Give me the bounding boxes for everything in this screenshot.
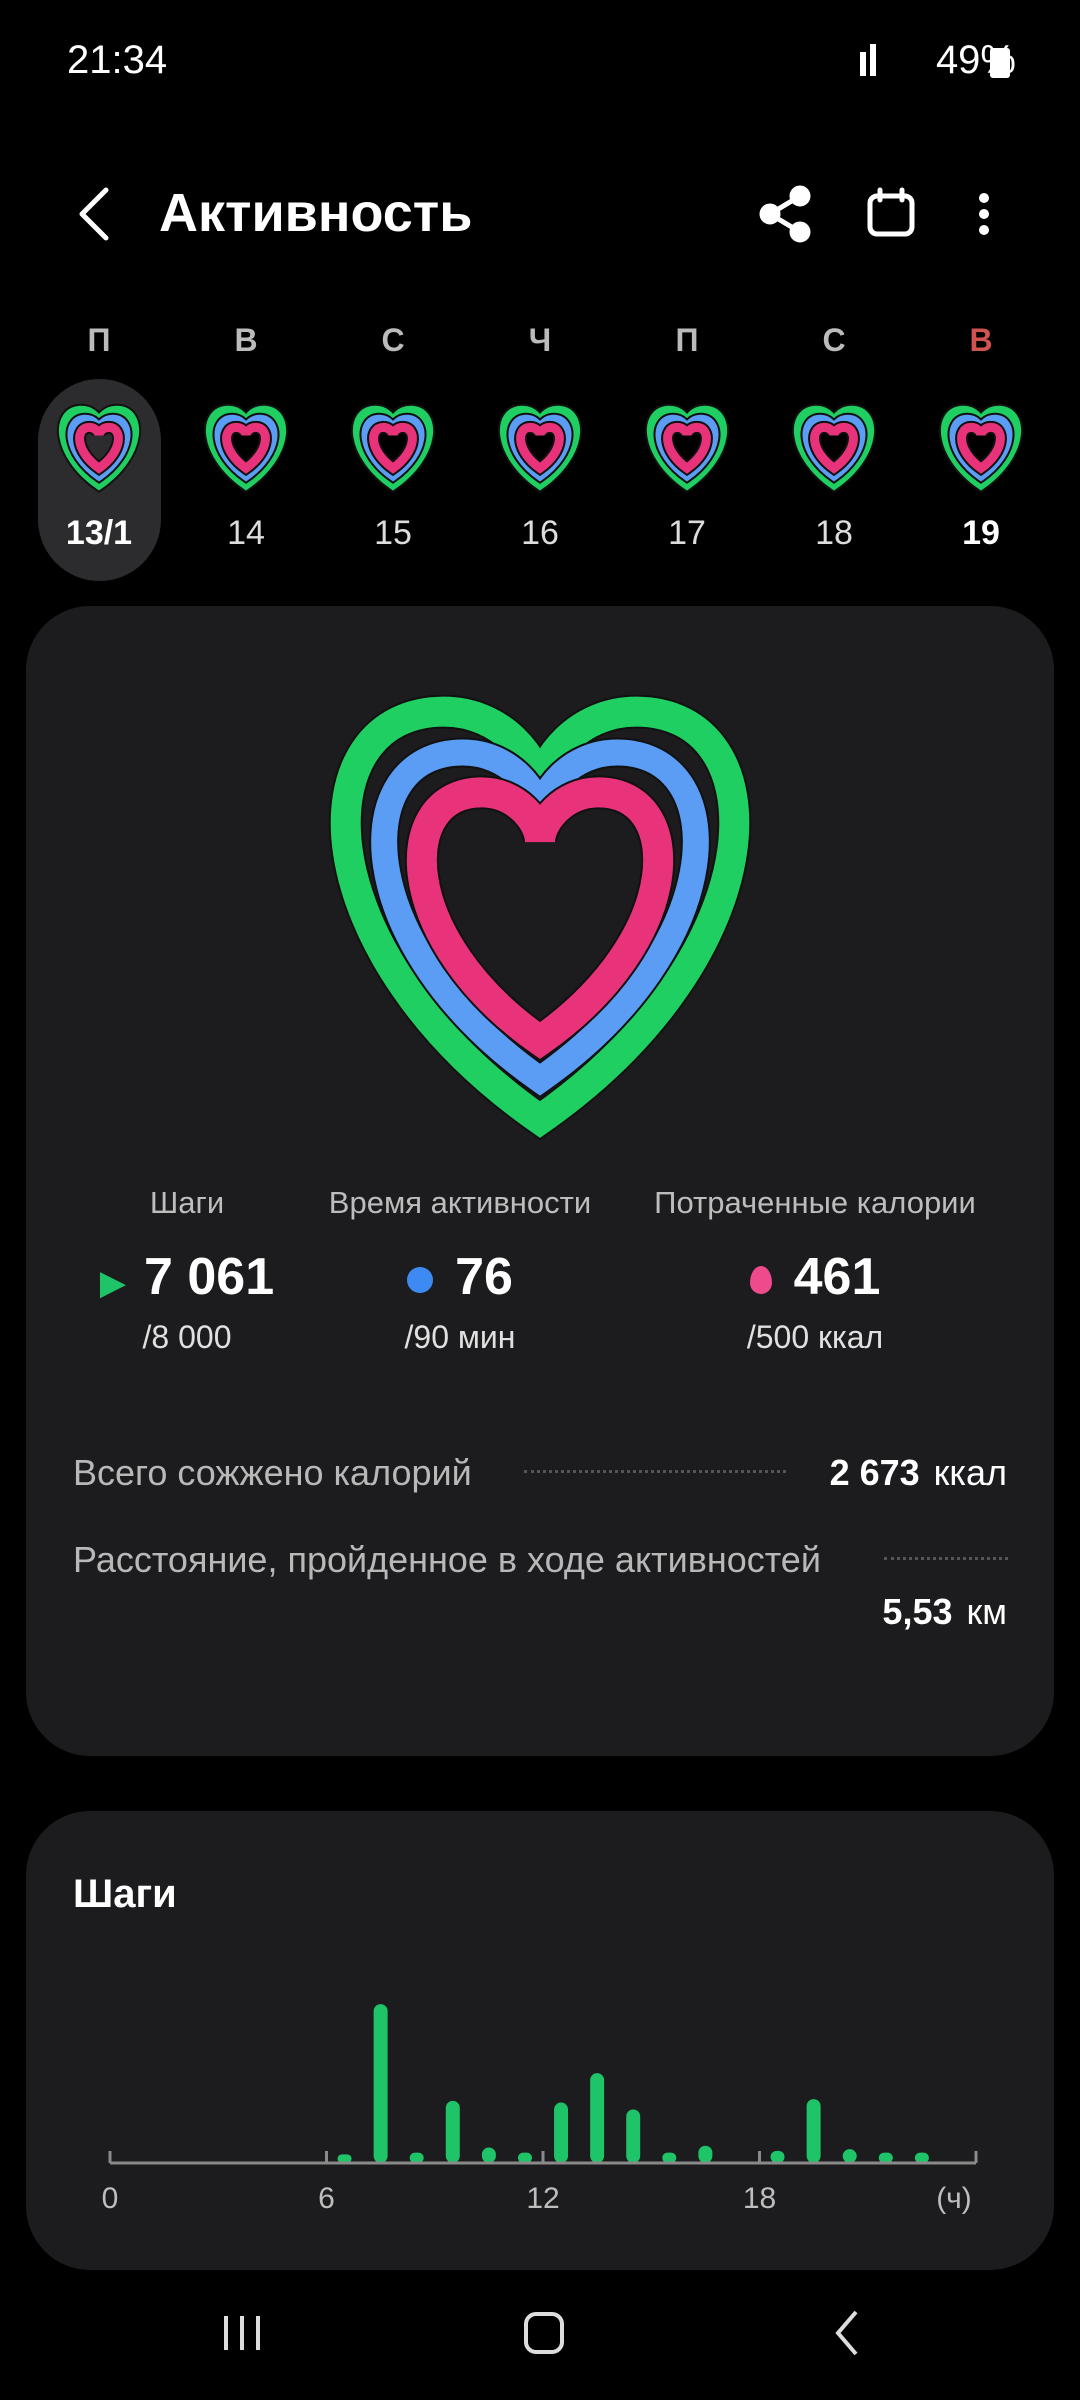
- share-button[interactable]: [759, 185, 811, 243]
- day-letter: С: [822, 322, 846, 358]
- day-letter: П: [675, 322, 699, 358]
- activity-ring: [516, 422, 564, 474]
- calendar-button[interactable]: [867, 187, 915, 237]
- activity-ring: [75, 422, 123, 474]
- metric-goal: /8 000: [142, 1319, 232, 1355]
- metric-label: Шаги: [149, 1185, 225, 1220]
- metric-goal: /500 ккал: [746, 1319, 884, 1355]
- bar: [481, 2147, 496, 2163]
- metric-time[interactable]: Время активности 76 /90 мин: [280, 1185, 640, 1356]
- leader: [884, 1557, 1008, 1560]
- number: 5,53: [882, 1591, 953, 1632]
- activity-ring: [957, 422, 1005, 474]
- day-letter: В: [234, 322, 258, 358]
- status-icons: [860, 44, 1010, 78]
- activity-ring: [663, 422, 711, 474]
- bar: [409, 2152, 424, 2163]
- activity-ring: [406, 777, 674, 1059]
- back-button[interactable]: [79, 187, 109, 241]
- metric-label: Потраченные калории: [654, 1185, 976, 1220]
- day-date: 13/1: [65, 514, 133, 552]
- distance-value: 5,53 км: [882, 1591, 1007, 1633]
- day-letter: В: [969, 322, 993, 358]
- activity-ring: [810, 422, 858, 474]
- metric-calories[interactable]: Потраченные калории 461 /500 ккал: [635, 1185, 995, 1356]
- bar: [662, 2152, 677, 2163]
- metric-value: ▶ 7 061: [99, 1248, 275, 1306]
- metric-label: Время активности: [328, 1185, 592, 1220]
- bar: [878, 2152, 893, 2163]
- day-letter: С: [381, 322, 405, 358]
- x-tick-label: 6: [318, 2182, 335, 2215]
- bar: [517, 2152, 532, 2163]
- metric-goal: /90 мин: [404, 1319, 516, 1355]
- more-button[interactable]: [979, 193, 989, 235]
- x-tick-label: 0: [102, 2182, 119, 2215]
- nav-bar[interactable]: [224, 2310, 858, 2356]
- bar: [554, 2102, 569, 2163]
- bar: [842, 2149, 857, 2163]
- total-calories-label: Всего сожжено калорий: [73, 1452, 472, 1493]
- distance-label: Расстояние, пройденное в ходе активносте…: [73, 1539, 821, 1580]
- metric-steps[interactable]: Шаги ▶ 7 061 /8 000: [7, 1185, 367, 1356]
- bar: [626, 2109, 641, 2163]
- chart-title: Шаги: [73, 1872, 177, 1916]
- x-tick-label: 12: [526, 2182, 559, 2215]
- day-date: 18: [815, 514, 853, 552]
- total-calories-value: 2 673 ккал: [830, 1452, 1007, 1494]
- bar: [373, 2004, 388, 2163]
- x-tick-label: 18: [743, 2182, 776, 2215]
- status-time: 21:34: [67, 38, 168, 82]
- unit: ккал: [933, 1452, 1007, 1493]
- metric-value: 461: [635, 1247, 995, 1307]
- bar: [770, 2150, 785, 2163]
- day-letter: П: [87, 322, 111, 358]
- page-title: Активность: [159, 183, 473, 243]
- activity-ring: [369, 422, 417, 474]
- day-date: 16: [521, 514, 559, 552]
- bar: [698, 2145, 713, 2163]
- metric-number: 461: [793, 1248, 881, 1306]
- unit: км: [966, 1591, 1008, 1632]
- bar: [806, 2099, 821, 2163]
- day-date: 15: [374, 514, 412, 552]
- x-tick-label: (ч): [936, 2182, 972, 2215]
- steps-card[interactable]: [26, 1811, 1054, 2270]
- day-date: 17: [668, 514, 706, 552]
- bar: [337, 2154, 352, 2163]
- bar: [590, 2073, 605, 2163]
- day-date: 14: [227, 514, 265, 552]
- activity-ring: [222, 422, 270, 474]
- day-letter: Ч: [528, 322, 552, 358]
- bar: [445, 2100, 460, 2163]
- bar: [914, 2152, 929, 2163]
- metric-value: 76: [280, 1247, 640, 1307]
- day-date: 19: [962, 514, 1000, 552]
- metric-number: 76: [455, 1248, 513, 1306]
- metric-number: 7 061: [144, 1248, 275, 1306]
- number: 2 673: [829, 1452, 920, 1493]
- leader: [524, 1470, 786, 1473]
